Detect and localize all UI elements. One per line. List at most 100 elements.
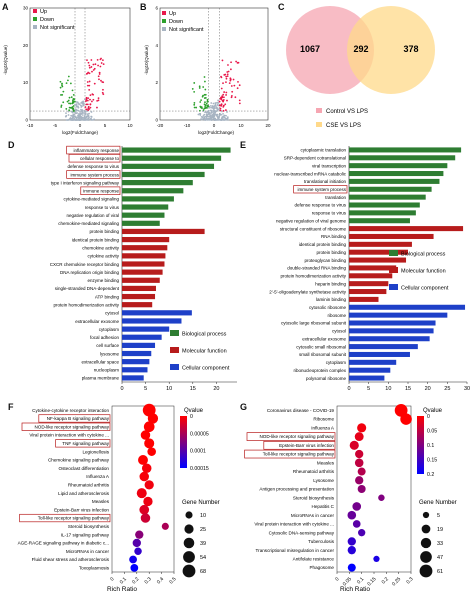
x-tick-label: 15 xyxy=(190,386,196,392)
volcano-point xyxy=(85,119,87,121)
volcano-point-up xyxy=(225,81,227,84)
x-tick-label: 0.05 xyxy=(342,576,353,587)
volcano-point xyxy=(69,117,71,120)
go-legend-e: Biological process Molecular function Ce… xyxy=(389,250,449,292)
go-bar xyxy=(122,180,193,186)
go-term-label: cytosolic large ribosomal subunit xyxy=(281,321,347,326)
volcano-point xyxy=(76,109,79,112)
y-tick-label: 30 xyxy=(23,6,29,11)
go-bar xyxy=(122,245,168,251)
volcano-point-down xyxy=(67,79,69,82)
volcano-point xyxy=(217,99,220,102)
volcano-point xyxy=(204,107,207,110)
volcano-point xyxy=(90,115,93,118)
go-term-label: response to virus xyxy=(312,211,347,216)
panel-b-label: B xyxy=(140,2,147,12)
go-bar xyxy=(122,326,170,332)
volcano-point xyxy=(76,105,79,108)
highlight-box xyxy=(19,513,111,523)
legend-bp-label: Biological process xyxy=(182,332,227,338)
go-term-label: laminin binding xyxy=(316,297,347,302)
volcano-point xyxy=(82,103,85,106)
enrichment-bubble xyxy=(355,476,364,485)
volcano-point xyxy=(91,119,94,121)
volcano-point-down xyxy=(200,106,203,108)
volcano-point xyxy=(204,111,206,114)
volcano-point xyxy=(211,105,214,107)
volcano-point xyxy=(75,101,78,103)
go-term-label: nuclear-transcribed mRNA catabolic xyxy=(274,171,347,176)
enrichment-bubble xyxy=(134,547,142,555)
go-bar xyxy=(349,147,462,153)
volcano-point-up xyxy=(226,71,229,73)
enrichment-bubble xyxy=(352,502,362,511)
volcano-point xyxy=(89,118,92,121)
volcano-point xyxy=(77,116,80,119)
enrichment-bubble xyxy=(347,546,356,555)
pathway-label: Lipid and atherosclerosis xyxy=(58,491,110,496)
volcano-point xyxy=(68,102,70,105)
go-bar xyxy=(349,233,434,239)
legend-ns-label: Not significant xyxy=(40,25,75,31)
go-bar xyxy=(349,328,434,334)
x-tick-label: 20 xyxy=(213,386,219,392)
volcano-point xyxy=(84,112,87,115)
volcano-point xyxy=(212,102,215,105)
pathway-label: Steroid biosynthesis xyxy=(68,524,110,529)
go-bar xyxy=(122,261,165,267)
volcano-point xyxy=(75,105,78,108)
enrichment-bubble xyxy=(373,555,380,563)
qvalue-tick-label: 0 xyxy=(190,414,193,420)
rich-ratio-label: Rich Ratio xyxy=(107,586,137,593)
go-term-label: type I interferon signaling pathway xyxy=(51,180,120,185)
volcano-point-up xyxy=(220,76,223,79)
enrichment-bubble xyxy=(347,537,356,546)
volcano-point-up xyxy=(87,61,90,64)
x-tick-label: 0 xyxy=(79,123,82,128)
volcano-point xyxy=(199,114,202,116)
volcano-point-up xyxy=(100,79,102,82)
volcano-point-down xyxy=(193,82,196,84)
go-bar xyxy=(122,277,160,283)
enrichment-bubble xyxy=(357,484,366,494)
pathway-label: NF-kappa B signaling pathway xyxy=(47,416,110,421)
pathway-label: Rheumatoid arthritis xyxy=(293,469,335,474)
go-term-label: immune system process xyxy=(70,172,119,177)
volcano-point xyxy=(222,109,225,112)
volcano-point xyxy=(211,107,214,109)
volcano-point-up xyxy=(100,62,103,64)
legend-mf-label: Molecular function xyxy=(401,269,446,275)
volcano-point xyxy=(70,118,73,120)
go-bar xyxy=(122,171,205,178)
volcano-point-up xyxy=(88,88,91,91)
pathway-label: Influenza A xyxy=(311,425,335,430)
go-term-label: immune response xyxy=(83,189,119,194)
volcano-point-up xyxy=(87,71,90,74)
volcano-point xyxy=(207,115,210,118)
volcano-point-down xyxy=(203,97,206,99)
go-bar xyxy=(349,320,436,326)
volcano-point-up xyxy=(88,84,91,87)
volcano-point xyxy=(65,108,68,110)
go-term-label: defense response to virus xyxy=(67,164,119,169)
volcano-point xyxy=(78,119,81,121)
pathway-label: Antigen processing and presentation xyxy=(259,487,334,492)
legend-up-label: Up xyxy=(40,9,47,15)
bubble-frame xyxy=(336,405,412,573)
go-term-label: cytosolic ribosome xyxy=(309,305,347,310)
go-bar xyxy=(349,367,391,373)
volcano-point xyxy=(201,95,204,98)
volcano-point xyxy=(81,114,84,116)
volcano-point xyxy=(209,116,212,118)
volcano-point xyxy=(72,114,75,117)
volcano-point xyxy=(211,111,213,114)
volcano-point-up xyxy=(85,99,88,102)
volcano-point xyxy=(83,112,85,114)
volcano-point-up xyxy=(227,70,230,73)
volcano-point-up xyxy=(98,71,101,74)
volcano-point xyxy=(70,106,73,109)
venn-left-count: 1067 xyxy=(300,44,320,54)
volcano-point xyxy=(87,105,90,108)
gene-number-legend-dot xyxy=(421,524,431,534)
